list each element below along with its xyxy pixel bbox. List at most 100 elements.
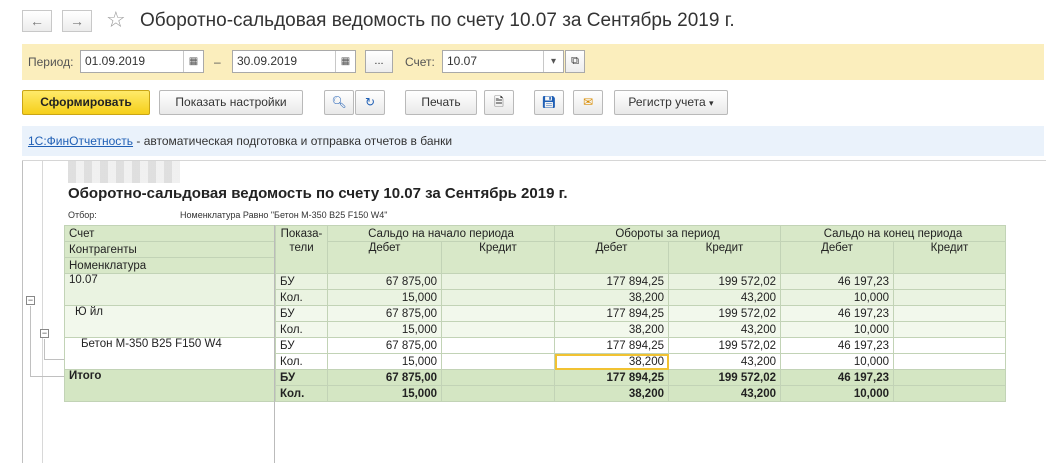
collapse-group-button[interactable]: −: [26, 295, 35, 305]
cell-value[interactable]: [441, 337, 555, 354]
total-value[interactable]: 67 875,00: [327, 369, 442, 386]
table-row: Кол. 15,000 38,200 43,200 10,000: [65, 321, 1006, 338]
cell-value[interactable]: 67 875,00: [327, 337, 442, 354]
favorite-star-icon[interactable]: ☆: [106, 7, 126, 32]
header-turnover: Обороты за период: [554, 225, 781, 242]
total-value[interactable]: 43,200: [668, 385, 781, 402]
preview-button[interactable]: 🗎: [484, 90, 514, 115]
cell-value[interactable]: [893, 289, 1006, 306]
date-from-field[interactable]: 01.09.2019 ▦: [80, 50, 204, 73]
total-value[interactable]: [893, 385, 1006, 402]
total-value[interactable]: [441, 385, 555, 402]
cell-value[interactable]: 10,000: [780, 321, 894, 338]
header-credit: Кредит: [441, 241, 555, 274]
header-row: Контрагенты Дебет Кредит Дебет Кредит Де…: [64, 241, 1006, 274]
cell-value[interactable]: [441, 321, 555, 338]
row-nomenclature[interactable]: Бетон М-350 В25 F150 W4: [64, 337, 276, 370]
account-field[interactable]: 10.07 ▾: [442, 50, 564, 73]
cell-value[interactable]: [441, 305, 555, 322]
print-button[interactable]: Печать: [405, 90, 477, 115]
gutter-border: [22, 161, 23, 463]
header-row: Счет Показа-тели Сальдо на начало период…: [64, 225, 1006, 274]
cell-value[interactable]: 38,200: [554, 321, 669, 338]
account-label: Счет:: [405, 55, 435, 69]
calendar-icon[interactable]: ▦: [183, 51, 203, 72]
cell-value[interactable]: 43,200: [668, 321, 781, 338]
cell-value[interactable]: 38,200: [554, 289, 669, 306]
cell-value[interactable]: 43,200: [668, 353, 781, 370]
save-button[interactable]: 💾︎: [534, 90, 564, 115]
cell-value[interactable]: [441, 273, 555, 290]
date-to-field[interactable]: 30.09.2019 ▦: [232, 50, 356, 73]
total-value[interactable]: 10,000: [780, 385, 894, 402]
parameter-bar: Период: 01.09.2019 ▦ – 30.09.2019 ▦ ... …: [22, 44, 1044, 80]
total-value[interactable]: [893, 369, 1006, 386]
total-row: Итого БУ 67 875,00 177 894,25 199 572,02…: [64, 369, 1006, 402]
total-value[interactable]: 15,000: [327, 385, 442, 402]
calendar-icon[interactable]: ▦: [335, 51, 355, 72]
period-select-button[interactable]: ...: [365, 50, 393, 73]
cell-value[interactable]: 177 894,25: [554, 337, 669, 354]
total-value[interactable]: 38,200: [554, 385, 669, 402]
chevron-down-icon: ▾: [709, 98, 714, 108]
total-value[interactable]: 199 572,02: [668, 369, 781, 386]
cell-value[interactable]: 15,000: [327, 321, 442, 338]
cell-value[interactable]: [893, 305, 1006, 322]
outline-line: [30, 376, 64, 377]
indicator-bu: БУ: [275, 337, 328, 354]
forward-button[interactable]: →: [62, 10, 92, 32]
cell-value[interactable]: 67 875,00: [327, 305, 442, 322]
chevron-down-icon[interactable]: ▾: [543, 51, 563, 72]
indicator-bu: БУ: [275, 369, 328, 386]
cell-value[interactable]: [893, 337, 1006, 354]
cell-value[interactable]: 199 572,02: [668, 273, 781, 290]
cell-value[interactable]: 46 197,23: [780, 305, 894, 322]
collapse-group-button[interactable]: −: [40, 328, 49, 338]
header-opening-balance: Сальдо на начало периода: [327, 225, 555, 242]
register-dropdown-button[interactable]: Регистр учета ▾: [614, 90, 728, 115]
total-row: Кол. 15,000 38,200 43,200 10,000: [65, 385, 1006, 402]
back-button[interactable]: ←: [22, 10, 52, 32]
email-icon: ✉: [582, 95, 594, 109]
search-button[interactable]: 🔍︎: [324, 90, 354, 115]
info-text: - автоматическая подготовка и отправка о…: [133, 134, 453, 148]
total-value[interactable]: [441, 369, 555, 386]
cell-value[interactable]: 177 894,25: [554, 305, 669, 322]
row-account[interactable]: 10.07: [64, 273, 276, 306]
cell-value[interactable]: 10,000: [780, 353, 894, 370]
cell-value[interactable]: [893, 273, 1006, 290]
cell-value[interactable]: [441, 353, 555, 370]
total-value[interactable]: 177 894,25: [554, 369, 669, 386]
cell-value[interactable]: 46 197,23: [780, 337, 894, 354]
cell-value[interactable]: 199 572,02: [668, 305, 781, 322]
cell-value[interactable]: [441, 289, 555, 306]
header-account: Счет: [64, 225, 276, 242]
row-counterparty[interactable]: Ю йл: [64, 305, 276, 338]
header-debit: Дебет: [780, 241, 894, 274]
table-row: Ю йл БУ 67 875,00 177 894,25 199 572,02 …: [64, 305, 1006, 338]
report-title: Оборотно-сальдовая ведомость по счету 10…: [68, 185, 568, 202]
cell-value[interactable]: 15,000: [327, 289, 442, 306]
cell-value[interactable]: [893, 353, 1006, 370]
cell-value[interactable]: 15,000: [327, 353, 442, 370]
period-label: Период:: [28, 55, 74, 69]
cell-value[interactable]: 199 572,02: [668, 337, 781, 354]
redacted-org-name: [68, 161, 180, 183]
cell-value[interactable]: 177 894,25: [554, 273, 669, 290]
outline-line: [44, 359, 64, 360]
cell-value[interactable]: 46 197,23: [780, 273, 894, 290]
show-settings-button[interactable]: Показать настройки: [159, 90, 303, 115]
generate-button[interactable]: Сформировать: [22, 90, 150, 115]
cell-value[interactable]: 10,000: [780, 289, 894, 306]
selected-cell[interactable]: 38,200: [554, 353, 669, 370]
finotchetnost-link[interactable]: 1С:ФинОтчетность: [28, 134, 134, 148]
search-clear-button[interactable]: ↻: [355, 90, 385, 115]
indicator-kol: Кол.: [275, 353, 328, 370]
email-button[interactable]: ✉: [573, 90, 603, 115]
cell-value[interactable]: 67 875,00: [327, 273, 442, 290]
cell-value[interactable]: [893, 321, 1006, 338]
total-value[interactable]: 46 197,23: [780, 369, 894, 386]
open-account-button[interactable]: ⧉: [565, 50, 585, 73]
cell-value[interactable]: 43,200: [668, 289, 781, 306]
search-reset-icon: ↻: [364, 95, 376, 109]
